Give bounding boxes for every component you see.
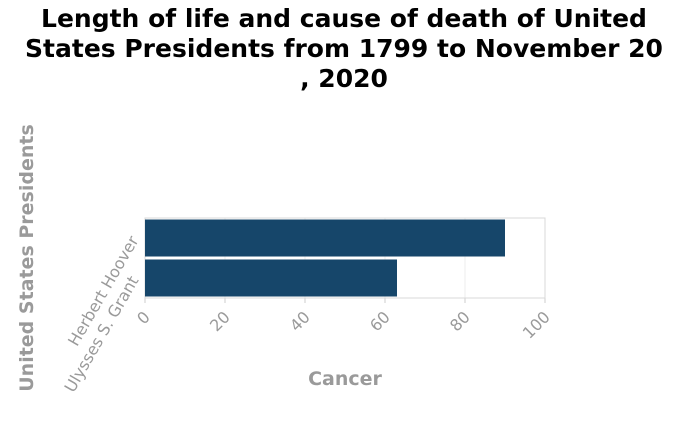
x-tick-label: 80 bbox=[446, 307, 474, 335]
chart-title-line-2: States Presidents from 1799 to November … bbox=[25, 34, 663, 63]
x-tick-label: 100 bbox=[519, 307, 554, 342]
y-axis-label: United States Presidents bbox=[16, 124, 38, 392]
x-tick-label: 20 bbox=[206, 307, 234, 335]
bar bbox=[145, 259, 397, 297]
x-tick-label: 0 bbox=[133, 307, 154, 328]
plot-frame bbox=[144, 217, 546, 299]
bar bbox=[145, 219, 505, 257]
x-tick-label: 60 bbox=[366, 307, 394, 335]
x-tick-label: 40 bbox=[286, 307, 314, 335]
x-axis-label: Cancer bbox=[308, 368, 382, 390]
chart-title-line-3: , 2020 bbox=[300, 64, 388, 93]
bars bbox=[145, 219, 505, 297]
chart-title-line-1: Length of life and cause of death of Uni… bbox=[41, 4, 647, 33]
x-tick-labels: 0 20 40 60 80 100 bbox=[133, 307, 554, 342]
chart-title: Length of life and cause of death of Uni… bbox=[0, 4, 688, 94]
